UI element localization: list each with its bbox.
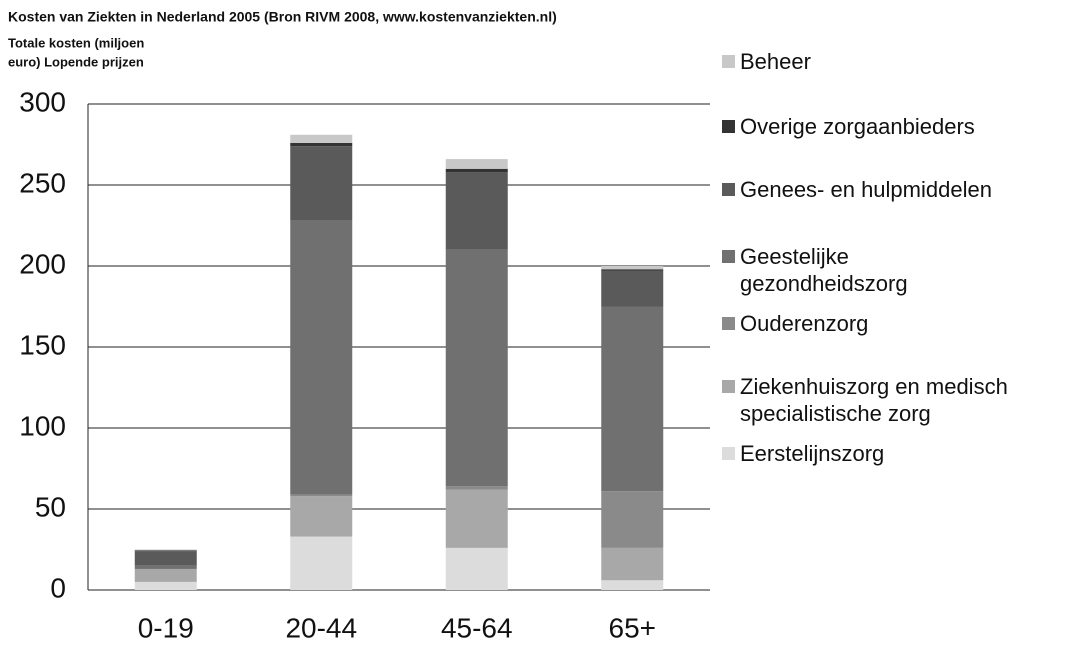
legend-entry: Ziekenhuiszorg en medisch specialistisch…: [722, 373, 1052, 427]
bar-segment: [445, 159, 508, 169]
bar-segment: [445, 168, 508, 173]
legend-entry: Overige zorgaanbieders: [722, 113, 1052, 140]
y-tick-label: 0: [50, 572, 66, 603]
legend-swatch: [722, 317, 735, 330]
bar-segment: [290, 536, 353, 590]
y-tick-label: 250: [19, 167, 66, 198]
bar-segment: [601, 547, 664, 581]
bar-segment: [134, 581, 197, 590]
legend-entry: Beheer: [722, 48, 1052, 75]
x-tick-label: 65+: [609, 612, 657, 643]
chart-title: Kosten van Ziekten in Nederland 2005 (Br…: [8, 9, 557, 25]
bar-segment: [445, 249, 508, 487]
legend-entry: Geestelijke gezondheidszorg: [722, 243, 952, 297]
y-tick-label: 300: [19, 86, 66, 117]
bar-segment: [134, 551, 197, 566]
bar-segment: [601, 270, 664, 307]
legend-label: Ziekenhuiszorg en medisch specialistisch…: [740, 374, 1008, 426]
bar-segment: [601, 269, 664, 271]
bar-segment: [290, 142, 353, 147]
y-tick-label: 150: [19, 329, 66, 360]
bar-segment: [601, 306, 664, 492]
y-axis-label: euro) Lopende prijzen: [8, 54, 144, 69]
legend-swatch: [722, 55, 735, 68]
bar-segment: [290, 220, 353, 495]
bar-segment: [290, 146, 353, 221]
legend-swatch: [722, 183, 735, 196]
legend-label: Genees- en hulpmiddelen: [740, 177, 992, 202]
y-axis-label: Totale kosten (miljoen: [8, 35, 144, 50]
legend-label: Beheer: [740, 49, 811, 74]
legend-entry: Genees- en hulpmiddelen: [722, 176, 1052, 203]
x-tick-label: 0-19: [138, 612, 194, 643]
bar-segment: [134, 549, 197, 551]
legend-label: Geestelijke gezondheidszorg: [740, 244, 908, 296]
bar-segment: [445, 547, 508, 590]
legend-swatch: [722, 380, 735, 393]
legend-label: Overige zorgaanbieders: [740, 114, 975, 139]
bar-segment: [445, 486, 508, 490]
y-tick-label: 100: [19, 410, 66, 441]
bar-segment: [290, 134, 353, 143]
x-tick-label: 20-44: [285, 612, 357, 643]
bar-segment: [290, 494, 353, 497]
legend-swatch: [722, 250, 735, 263]
y-tick-label: 50: [35, 491, 66, 522]
bar-segment: [445, 489, 508, 548]
legend-entry: Eerstelijnszorg: [722, 440, 1052, 467]
bar-segment: [601, 266, 664, 270]
x-tick-label: 45-64: [441, 612, 513, 643]
bar-segment: [290, 496, 353, 537]
bar-segment: [601, 580, 664, 590]
y-tick-label: 200: [19, 248, 66, 279]
legend-label: Ouderenzorg: [740, 311, 869, 336]
bar-segment: [134, 565, 197, 569]
bar-segment: [601, 491, 664, 548]
bar-segment: [445, 172, 508, 250]
legend-label: Eerstelijnszorg: [740, 441, 885, 466]
bar-segment: [134, 568, 197, 582]
legend-swatch: [722, 447, 735, 460]
bar-segment: [134, 550, 197, 552]
legend-swatch: [722, 120, 735, 133]
legend-entry: Ouderenzorg: [722, 310, 1052, 337]
